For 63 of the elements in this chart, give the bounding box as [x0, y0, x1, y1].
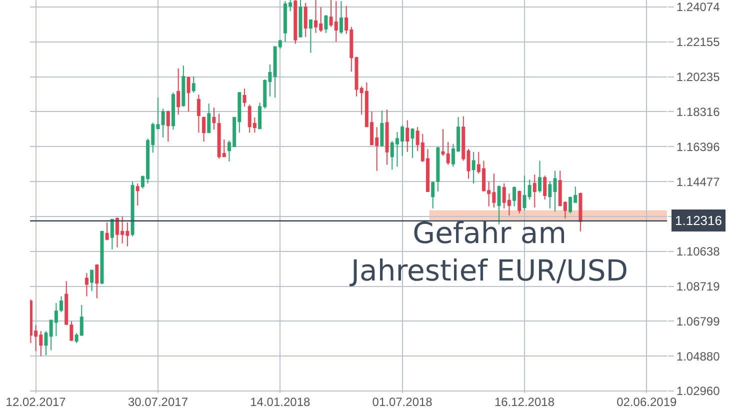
candlestick	[207, 103, 211, 134]
candlestick	[522, 175, 526, 211]
y-tick-label: 1.24074	[676, 0, 720, 14]
y-tick-label: 1.16396	[676, 140, 720, 154]
candlestick	[406, 120, 410, 152]
y-tick-label: 1.02960	[676, 384, 720, 398]
candlestick	[578, 192, 582, 232]
x-tick-label: 30.07.2017	[128, 395, 188, 409]
candlestick	[380, 110, 384, 148]
candlestick	[242, 88, 246, 108]
candlestick	[548, 181, 552, 209]
candlestick	[44, 330, 48, 356]
candlestick	[172, 92, 175, 130]
candlestick	[532, 174, 536, 208]
candlestick	[196, 94, 200, 134]
ref-line-label: 1.12316	[675, 213, 722, 228]
candlestick	[512, 186, 516, 207]
candlestick	[95, 264, 99, 299]
x-tick-label: 12.02.2017	[6, 395, 66, 409]
candlestick	[410, 128, 414, 158]
x-tick-label: 01.07.2018	[372, 395, 433, 409]
y-tick-label: 1.04880	[676, 349, 720, 364]
candlestick	[298, 0, 302, 38]
candlestick	[528, 179, 532, 200]
y-tick-label: 1.14477	[676, 174, 720, 189]
candlestick	[304, 2, 308, 38]
x-tick-label: 14.01.2018	[250, 395, 311, 409]
y-tick-label: 1.06799	[676, 314, 720, 328]
candlestick	[294, 0, 298, 44]
candlestick	[161, 108, 165, 138]
y-tick-label: 1.10638	[676, 244, 720, 259]
candlestick	[385, 109, 389, 166]
candlestick	[538, 160, 542, 194]
candlestick	[212, 107, 216, 130]
candlestick	[110, 218, 114, 250]
candlestick	[166, 110, 170, 142]
candlestick	[105, 222, 109, 241]
candlestick	[308, 20, 312, 54]
y-tick-label: 1.08719	[676, 279, 720, 294]
x-tick-label: 16.12.2018	[494, 395, 555, 409]
candlestick	[324, 14, 328, 34]
candlestick	[192, 76, 196, 94]
candlestick	[90, 270, 94, 292]
candlestick	[431, 181, 435, 209]
candlestick	[543, 175, 547, 200]
y-tick-label: 1.18316	[676, 104, 720, 119]
candlestick	[518, 190, 522, 214]
y-tick-label: 1.20235	[676, 70, 720, 84]
candlestick	[553, 170, 557, 212]
x-tick-label: 02.06.2019	[616, 395, 677, 409]
candlestick	[130, 181, 134, 237]
candlestick	[100, 230, 104, 285]
candlestick	[84, 272, 88, 297]
annotation: Gefahr am Jahrestief EUR/USD	[349, 216, 628, 288]
candlestick	[339, 0, 343, 34]
candlestick	[436, 146, 440, 192]
candlestick	[176, 68, 180, 116]
candlestick	[186, 76, 190, 112]
candlestick	[136, 183, 140, 206]
candlestick	[202, 116, 206, 142]
y-tick-label: 1.22155	[676, 35, 720, 50]
candlestick	[182, 65, 186, 108]
candlestick	[472, 151, 476, 184]
